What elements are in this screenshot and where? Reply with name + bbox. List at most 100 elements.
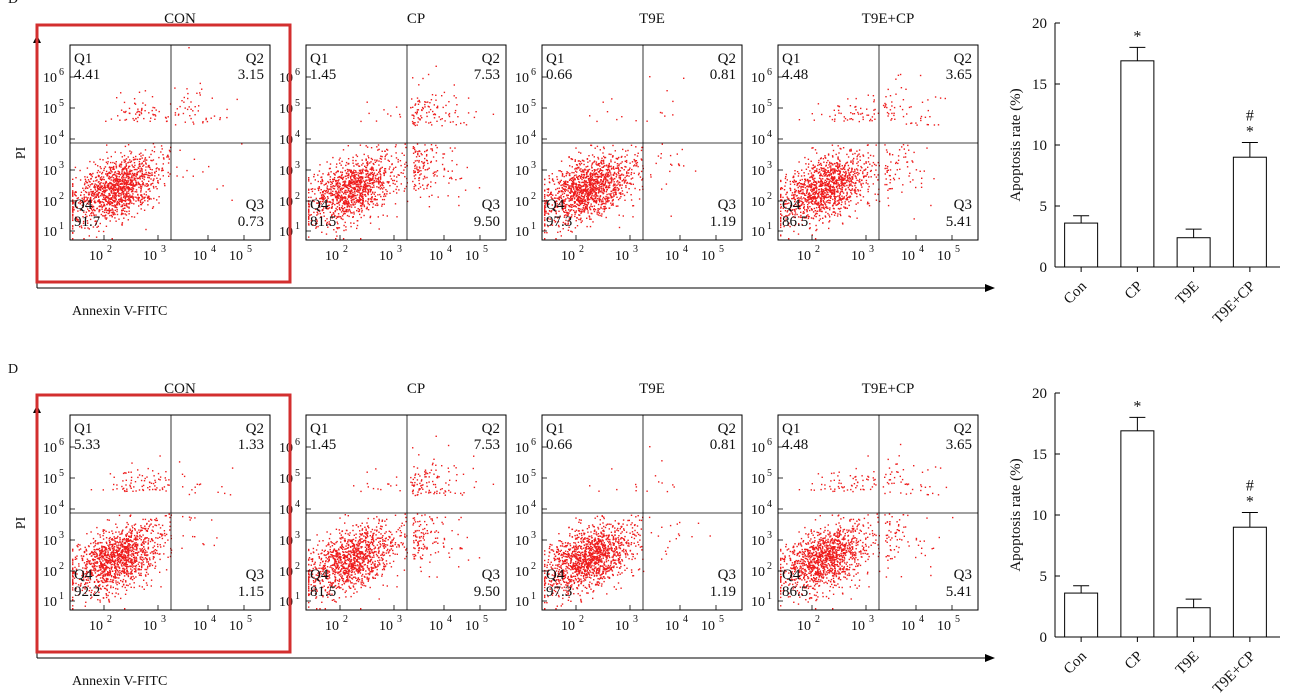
scatter-dot: [336, 179, 338, 182]
scatter-dot: [122, 168, 125, 171]
scatter-dot: [599, 186, 601, 188]
scatter-dot: [150, 153, 152, 156]
scatter-dot: [808, 179, 810, 182]
scatter-dot: [105, 225, 108, 227]
scatter-dot: [381, 203, 383, 206]
scatter-dot: [566, 189, 568, 191]
scatter-dot: [577, 178, 579, 180]
scatter-dot: [120, 109, 123, 111]
scatter-dot: [851, 188, 854, 190]
scatter-dot: [412, 114, 414, 116]
scatter-dot: [835, 185, 838, 188]
scatter-dot: [850, 171, 852, 173]
scatter-dot: [341, 205, 344, 207]
scatter-dot: [368, 203, 371, 206]
scatter-dot: [115, 204, 118, 206]
scatter-dot: [612, 196, 614, 198]
scatter-dot: [332, 194, 334, 196]
scatter-dot: [580, 152, 582, 154]
scatter-dot: [832, 169, 834, 171]
scatter-dot: [611, 156, 614, 158]
scatter-dot: [317, 202, 319, 204]
scatter-dot: [421, 109, 423, 112]
scatter-dot: [568, 205, 571, 208]
scatter-dot: [851, 176, 854, 178]
scatter-dot: [442, 157, 444, 159]
scatter-dot: [364, 190, 366, 192]
scatter-dot: [129, 177, 131, 179]
scatter-dot: [550, 192, 552, 194]
scatter-dot: [818, 214, 821, 217]
scatter-dot: [596, 213, 598, 215]
scatter-dot: [142, 175, 144, 178]
scatter-dot: [560, 179, 562, 182]
scatter-dot: [349, 190, 351, 193]
scatter-dot: [154, 115, 157, 117]
scatter-dot: [659, 111, 662, 114]
scatter-dot: [113, 181, 115, 183]
scatter-dot: [159, 178, 161, 180]
scatter-dot: [123, 217, 125, 219]
scatter-dot: [556, 200, 558, 203]
scatter-dot: [840, 182, 842, 185]
scatter-dot: [116, 207, 118, 209]
scatter-dot: [347, 177, 349, 179]
scatter-dot: [442, 153, 444, 155]
scatter-dot: [124, 178, 126, 180]
scatter-dot: [361, 199, 363, 201]
scatter-dot: [308, 236, 310, 238]
scatter-dot: [89, 218, 92, 221]
scatter-dot: [368, 112, 370, 115]
scatter-dot: [580, 194, 583, 197]
scatter-dot: [443, 91, 446, 94]
scatter-dot: [105, 196, 108, 198]
scatter-dot: [144, 169, 147, 171]
scatter-dot: [593, 179, 596, 181]
scatter-dot: [88, 186, 91, 188]
scatter-dot: [834, 172, 836, 174]
scatter-dot: [346, 191, 348, 193]
scatter-dot: [613, 195, 615, 197]
scatter-dot: [856, 168, 858, 170]
scatter-dot: [347, 210, 349, 213]
scatter-dot: [320, 203, 322, 205]
scatter-dot: [332, 156, 334, 159]
scatter-dot: [336, 227, 338, 229]
scatter-dot: [592, 189, 594, 191]
scatter-dot: [127, 156, 129, 158]
scatter-dot: [595, 201, 598, 203]
scatter-dot: [104, 197, 106, 200]
scatter-dot: [579, 176, 582, 178]
scatter-dot: [849, 176, 851, 178]
scatter-dot: [627, 172, 630, 174]
scatter-dot: [549, 218, 551, 220]
scatter-dot: [836, 170, 839, 172]
scatter-dot: [595, 163, 597, 165]
scatter-dot: [115, 220, 117, 222]
scatter-dot: [576, 186, 578, 188]
scatter-dot: [373, 163, 375, 166]
y-tick-exponent: 1: [59, 221, 64, 232]
scatter-dot: [116, 202, 118, 204]
scatter-dots: [544, 76, 697, 240]
scatter-dot: [388, 160, 390, 162]
scatter-dot: [597, 164, 599, 166]
scatter-dot: [612, 199, 614, 201]
scatter-dot: [842, 179, 844, 181]
scatter-dot: [837, 169, 840, 171]
scatter-dot: [571, 195, 573, 197]
scatter-dot: [835, 204, 837, 206]
scatter-dot: [114, 194, 117, 196]
scatter-dot: [585, 181, 587, 184]
scatter-dot: [340, 164, 342, 166]
scatter-dot: [365, 179, 367, 181]
scatter-dot: [365, 158, 367, 160]
scatter-dot: [555, 206, 557, 208]
scatter-dot: [362, 185, 364, 188]
scatter-dot: [91, 204, 93, 206]
scatter-dot: [124, 195, 126, 197]
scatter-dot: [344, 221, 346, 224]
scatter-dot: [436, 107, 439, 109]
scatter-dot: [119, 200, 121, 203]
scatter-dot: [591, 179, 593, 181]
